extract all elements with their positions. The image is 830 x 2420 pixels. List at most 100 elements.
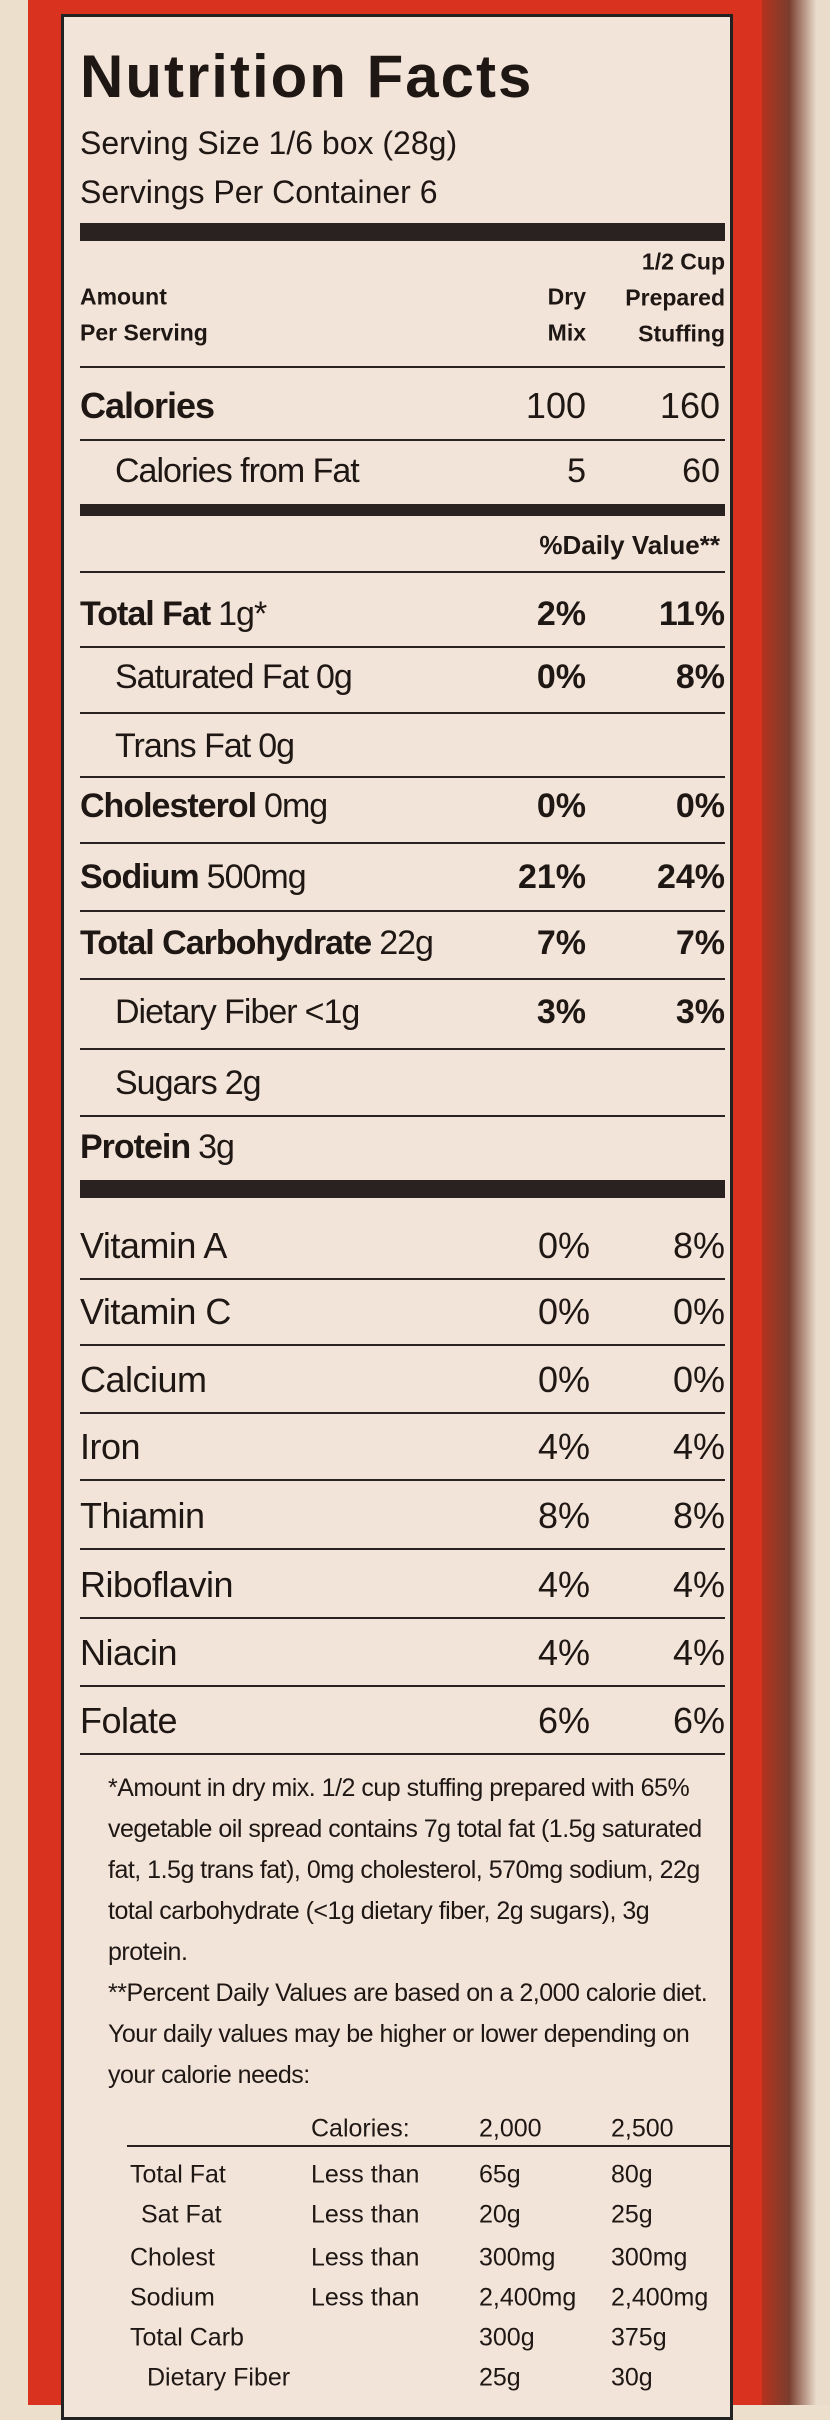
rule [80, 776, 725, 778]
calories: Calories [80, 385, 215, 426]
daily-value: 4% [537, 1564, 590, 1605]
rule [80, 910, 725, 912]
vitamin-name: Thiamin [80, 1495, 205, 1536]
nutrient-amount: 500mg [206, 858, 307, 896]
column-header: Stuffing [638, 320, 725, 347]
dv-row-name: Sat Fat [141, 2200, 222, 2229]
nutrient-amount: 0mg [264, 787, 328, 825]
rule [80, 1548, 725, 1550]
dv-row-name: Sodium [130, 2283, 215, 2312]
daily-value: 3% [675, 993, 725, 1031]
serving-size: Serving Size 1/6 box (28g) [80, 125, 458, 161]
rule [80, 1753, 725, 1755]
daily-value: 0% [675, 787, 725, 825]
vitamin-name: Vitamin A [80, 1225, 227, 1266]
nutrient-name: Sodium [80, 858, 200, 896]
daily-value: 8% [672, 1495, 725, 1536]
rule [80, 439, 725, 441]
daily-value: 8% [675, 658, 725, 696]
calories-value: 160 [659, 385, 720, 426]
rule [80, 366, 725, 368]
daily-value: 8% [672, 1225, 725, 1266]
calories-value: 100 [525, 385, 586, 426]
title: Nutrition Facts [80, 43, 534, 110]
dv-qualifier: Less than [311, 2283, 420, 2312]
dv-value: 25g [479, 2363, 521, 2392]
nutrient-name: Sugars [115, 1064, 218, 1102]
vitamin-name: Vitamin C [80, 1291, 231, 1332]
dv-row-name: Dietary Fiber [147, 2363, 291, 2392]
daily-value: 4% [537, 1632, 590, 1673]
daily-value: 24% [656, 858, 725, 896]
dv-row-name: Total Carb [130, 2323, 244, 2352]
dv-value: 80g [611, 2160, 653, 2189]
dv-value: 375g [611, 2323, 667, 2352]
column-header: Mix [547, 319, 586, 346]
column-header: Dry [547, 283, 586, 310]
nutrient-amount: 3g [198, 1128, 235, 1166]
calories-value: 5 [567, 452, 586, 490]
rule [80, 842, 725, 844]
daily-value: 0% [672, 1359, 725, 1400]
dv-value: 2,400mg [479, 2283, 577, 2312]
daily-value: 4% [672, 1564, 725, 1605]
column-header: 1/2 Cup [641, 248, 725, 275]
daily-value: 0% [537, 1359, 590, 1400]
dv-value: 20g [479, 2200, 521, 2229]
rule [80, 1278, 725, 1280]
nutrient-amount: 0g [258, 727, 295, 765]
vitamin-name: Folate [80, 1700, 178, 1741]
dv-value: 2,400mg [611, 2283, 709, 2312]
rule [80, 1412, 725, 1414]
rule [80, 712, 725, 714]
vitamin-name: Niacin [80, 1632, 178, 1673]
nutrient-name: Cholesterol [80, 787, 257, 825]
footnote-amount: *Amount in dry mix. 1/2 cup stuffing pre… [108, 1774, 702, 1966]
dv-value: 300mg [479, 2243, 556, 2272]
nutrient-name: Protein [80, 1128, 191, 1166]
vitamin-name: Calcium [80, 1359, 207, 1400]
dv-value: 30g [611, 2363, 653, 2392]
rule [80, 1685, 725, 1687]
nutrient-amount: 22g [379, 924, 434, 962]
rule [80, 978, 725, 980]
daily-value: 0% [672, 1291, 725, 1332]
daily-value: 0% [536, 787, 586, 825]
rule [80, 1344, 725, 1346]
calories-value: 60 [682, 452, 720, 490]
rule [80, 646, 725, 648]
rule [80, 1048, 725, 1050]
calories-from-fat: Calories from Fat [115, 452, 360, 490]
dv-row-name: Total Fat [130, 2160, 226, 2189]
box-side [762, 0, 830, 2405]
vitamin-name: Riboflavin [80, 1564, 234, 1605]
dv-qualifier: Less than [311, 2160, 420, 2189]
daily-value: 8% [537, 1495, 590, 1536]
daily-value: 0% [537, 1225, 590, 1266]
daily-value: 4% [672, 1632, 725, 1673]
dv-qualifier: Less than [311, 2243, 420, 2272]
nutrient-name: Total Carbohydrate [80, 924, 372, 962]
dv-header: Calories: [311, 2114, 410, 2143]
nutrient-name: Trans Fat [115, 727, 251, 765]
column-header: Per Serving [80, 319, 208, 346]
nutrient-amount: 2g [224, 1064, 262, 1102]
servings-per-container: Servings Per Container 6 [80, 174, 438, 210]
dv-qualifier: Less than [311, 2200, 420, 2229]
rule [80, 223, 725, 241]
daily-value: 6% [537, 1700, 590, 1741]
daily-value: 7% [675, 924, 725, 962]
nutrient-name: Dietary Fiber [115, 993, 298, 1031]
dv-value: 25g [611, 2200, 653, 2229]
daily-value: 3% [536, 993, 586, 1031]
rule [80, 1617, 725, 1619]
rule [80, 1180, 725, 1198]
daily-value: 4% [537, 1426, 590, 1467]
daily-value: 7% [536, 924, 586, 962]
daily-value: 2% [536, 595, 586, 633]
daily-value: 0% [536, 658, 586, 696]
daily-value: 4% [672, 1426, 725, 1467]
daily-value-header: %Daily Value** [539, 530, 720, 560]
column-header: Amount [80, 283, 167, 310]
